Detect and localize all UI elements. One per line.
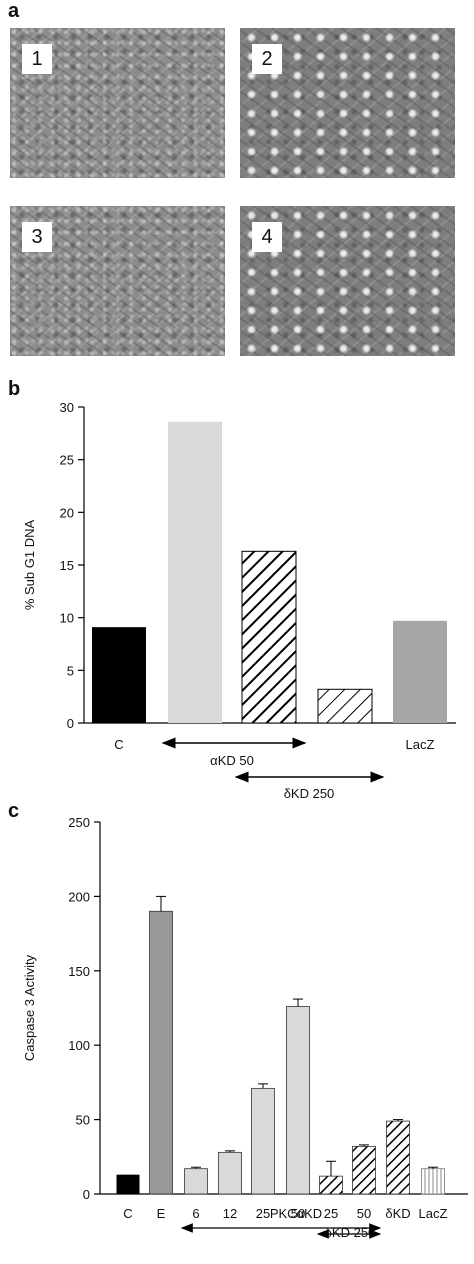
y-tick-label: 100 xyxy=(68,1038,90,1053)
y-tick-label: 150 xyxy=(68,964,90,979)
bar xyxy=(352,1145,376,1195)
y-tick-label: 25 xyxy=(60,453,74,468)
micrograph-label: 1 xyxy=(22,44,52,74)
panel-a-letter: a xyxy=(8,0,20,22)
delta-kd-label: δKD 250 xyxy=(325,1225,376,1240)
bar xyxy=(393,620,447,723)
x-tick-label: 50 xyxy=(291,1206,305,1221)
delta-kd-label: δKD 250 xyxy=(284,786,335,801)
y-axis-label: Caspase 3 Activity xyxy=(22,954,37,1061)
y-axis-label: % Sub G1 DNA xyxy=(22,520,37,611)
micrograph-3: 3 xyxy=(10,206,225,356)
y-tick-label: 15 xyxy=(60,558,74,573)
pkc-alpha-kd-label: PKCαKD xyxy=(270,1206,322,1221)
bar xyxy=(241,550,297,724)
x-tick-label: 12 xyxy=(223,1206,237,1221)
y-tick-label: 0 xyxy=(67,716,74,731)
bar xyxy=(286,1006,310,1195)
y-tick-label: 200 xyxy=(68,889,90,904)
bar xyxy=(251,1087,275,1195)
bar xyxy=(116,1174,140,1194)
panel-c-letter: c xyxy=(8,800,20,822)
micrograph-label: 2 xyxy=(252,44,282,74)
sub-g1-chart: 0 5 10 15 20 25 30 % Sub G1 DNA C LacZ αKD 50 δKD… xyxy=(22,400,456,801)
bar xyxy=(149,910,173,1195)
y-tick-label: 50 xyxy=(76,1113,90,1128)
bar xyxy=(92,627,146,723)
micrograph-1: 1 xyxy=(10,28,225,178)
x-tick-label: LacZ xyxy=(419,1206,448,1221)
x-tick-label: C xyxy=(123,1206,132,1221)
micrograph-2: 2 xyxy=(240,28,455,178)
y-tick-label: 0 xyxy=(83,1187,90,1202)
x-tick-label: 6 xyxy=(192,1206,199,1221)
y-tick-label: 20 xyxy=(60,505,74,520)
bar xyxy=(386,1120,410,1195)
x-tick-label: C xyxy=(114,737,123,752)
panel-b-letter: b xyxy=(8,378,21,400)
micrograph-4: 4 xyxy=(240,206,455,356)
y-tick-label: 10 xyxy=(60,611,74,626)
x-tick-label: 50 xyxy=(357,1206,371,1221)
x-tick-label: E xyxy=(157,1206,166,1221)
bar xyxy=(168,421,222,723)
alpha-kd-label: αKD 50 xyxy=(210,753,254,768)
bar xyxy=(319,1175,343,1195)
bar xyxy=(421,1168,445,1195)
bar xyxy=(317,688,373,724)
x-tick-label: 25 xyxy=(256,1206,270,1221)
caspase-chart: 0 50 100 150 200 250 Caspase 3 Activity C E 6 12 2… xyxy=(22,815,468,1240)
micrograph-label: 4 xyxy=(252,222,282,252)
micrograph-label: 3 xyxy=(22,222,52,252)
x-tick-label: LacZ xyxy=(406,737,435,752)
bar xyxy=(218,1151,242,1195)
bar xyxy=(184,1168,208,1195)
x-tick-label: 25 xyxy=(324,1206,338,1221)
y-tick-label: 30 xyxy=(60,400,74,415)
y-tick-label: 250 xyxy=(68,815,90,830)
y-tick-label: 5 xyxy=(67,663,74,678)
x-tick-label: δKD xyxy=(385,1206,410,1221)
